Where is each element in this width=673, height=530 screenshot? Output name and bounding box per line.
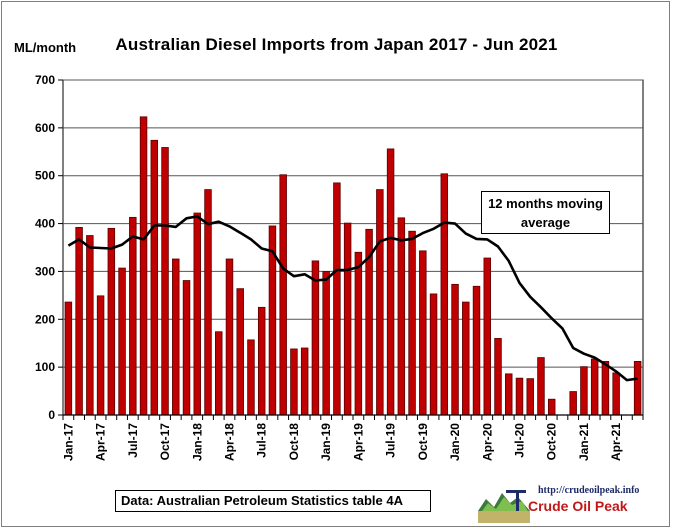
bar (139, 116, 148, 416)
bar (462, 301, 470, 416)
bar (107, 227, 116, 416)
y-tick-label: 500 (35, 169, 55, 183)
bar (172, 258, 180, 416)
bar (505, 373, 513, 416)
x-tick-label: Jan-20 (448, 423, 462, 461)
bar (547, 398, 556, 416)
bar (343, 222, 352, 416)
y-axis-unit-label: ML/month (14, 40, 77, 55)
x-tick-label: Jul-19 (384, 423, 398, 458)
bar (633, 360, 642, 416)
x-tick-label: Oct-19 (416, 423, 430, 461)
x-tick-label: Apr-19 (351, 423, 365, 461)
bar (150, 139, 159, 416)
bar (386, 148, 395, 416)
moving-average-annotation: 12 months moving average (481, 191, 610, 234)
y-tick-label: 100 (35, 360, 55, 374)
x-tick-label: Jan-17 (61, 423, 75, 461)
x-tick-label: Apr-17 (94, 423, 108, 461)
bar (419, 250, 427, 416)
bar (75, 226, 83, 416)
bar (64, 301, 73, 416)
bar (483, 257, 491, 416)
x-tick-label: Oct-18 (287, 423, 301, 461)
bar (472, 285, 481, 416)
logo-name: Crude Oil Peak (528, 498, 628, 514)
x-tick-label: Jan-21 (577, 423, 591, 461)
y-tick-label: 600 (35, 121, 55, 135)
bar (247, 339, 255, 416)
bar (601, 360, 610, 416)
bar (397, 217, 406, 416)
crude-oil-peak-logo: http://crudeoilpeak.info Crude Oil Peak (478, 485, 668, 525)
plot-area (62, 79, 644, 416)
bar (590, 358, 599, 416)
bar (161, 147, 169, 416)
y-tick-label: 700 (35, 73, 55, 87)
bar (408, 230, 416, 416)
bar (225, 258, 234, 416)
x-tick-label: Jan-19 (319, 423, 333, 461)
bar (494, 338, 502, 416)
bar (612, 372, 620, 416)
x-tick-label: Jul-20 (512, 423, 526, 458)
x-tick-label: Apr-20 (480, 423, 494, 461)
oil-pump-logo-icon (478, 490, 530, 523)
y-tick-label: 300 (35, 264, 55, 278)
bar (526, 378, 534, 416)
bar (300, 347, 309, 416)
x-tick-label: Jul-18 (255, 423, 269, 458)
bar (322, 271, 330, 416)
logo-url: http://crudeoilpeak.info (538, 485, 640, 496)
x-tick-label: Jan-18 (190, 423, 204, 461)
bar (290, 348, 298, 416)
x-tick-label: Oct-20 (545, 423, 559, 461)
bar (537, 357, 545, 416)
bar (86, 235, 94, 416)
bar (354, 251, 363, 416)
bar (311, 260, 320, 416)
x-tick-label: Oct-17 (158, 423, 172, 461)
y-tick-label: 0 (48, 408, 55, 422)
bar (182, 280, 191, 416)
chart-title: Australian Diesel Imports from Japan 201… (115, 35, 558, 54)
y-tick-label: 400 (35, 217, 55, 231)
annotation-text: 12 months moving average (488, 196, 603, 230)
bar (440, 173, 449, 416)
bar (215, 331, 223, 416)
bar (580, 366, 588, 416)
y-tick-label: 200 (35, 312, 55, 326)
bar (569, 391, 577, 416)
bar (257, 306, 266, 416)
moving-average-line (67, 215, 638, 382)
bar (515, 377, 524, 416)
x-tick-label: Apr-18 (222, 423, 236, 461)
bar (129, 216, 137, 416)
bar (118, 267, 126, 416)
bar (451, 283, 459, 416)
source-note: Data: Australian Petroleum Statistics ta… (115, 490, 431, 512)
x-tick-label: Jul-17 (126, 423, 140, 458)
bar (236, 288, 244, 416)
bar (96, 295, 105, 416)
bar (376, 189, 384, 416)
x-tick-label: Apr-21 (609, 423, 623, 461)
bar (279, 174, 287, 416)
bar (429, 293, 438, 416)
bar (193, 212, 201, 416)
bar (333, 182, 341, 416)
